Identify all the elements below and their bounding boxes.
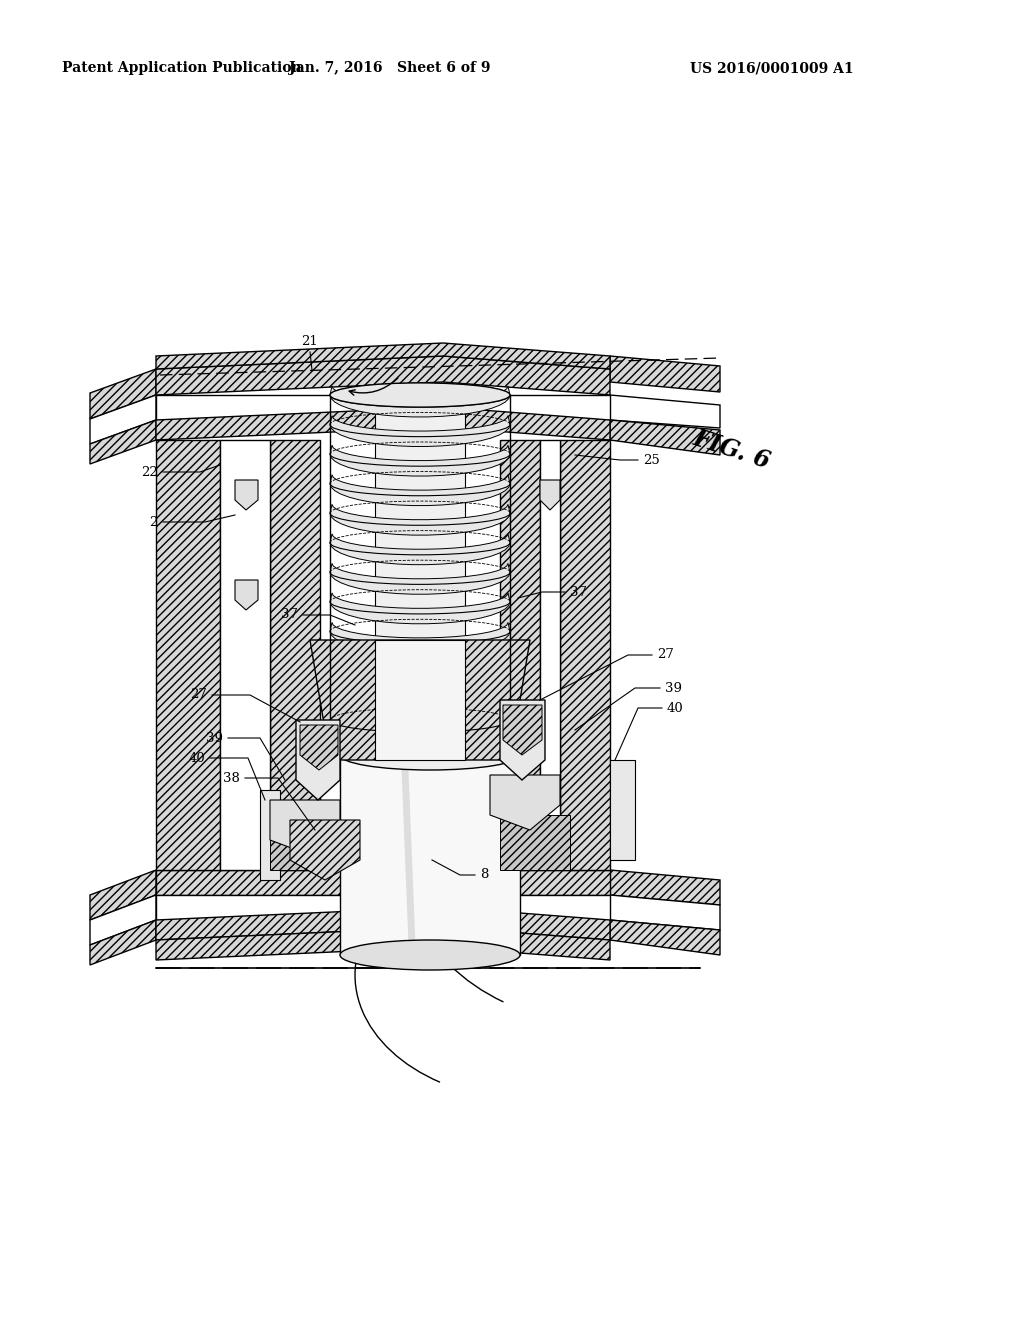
Polygon shape bbox=[156, 907, 610, 940]
Polygon shape bbox=[270, 440, 319, 870]
Polygon shape bbox=[156, 395, 610, 420]
Polygon shape bbox=[330, 652, 510, 682]
Text: Jan. 7, 2016   Sheet 6 of 9: Jan. 7, 2016 Sheet 6 of 9 bbox=[289, 61, 490, 75]
Polygon shape bbox=[560, 440, 610, 870]
Polygon shape bbox=[490, 775, 560, 830]
Ellipse shape bbox=[340, 741, 520, 770]
Polygon shape bbox=[220, 440, 270, 870]
Polygon shape bbox=[503, 705, 542, 755]
Polygon shape bbox=[610, 870, 720, 906]
Text: 27: 27 bbox=[190, 689, 207, 701]
Polygon shape bbox=[156, 356, 610, 395]
Text: Patent Application Publication: Patent Application Publication bbox=[62, 61, 302, 75]
Text: 37: 37 bbox=[281, 609, 298, 622]
Polygon shape bbox=[540, 480, 560, 510]
Text: 2: 2 bbox=[150, 516, 158, 528]
Text: 22: 22 bbox=[141, 466, 158, 479]
Text: 8: 8 bbox=[480, 869, 488, 882]
Polygon shape bbox=[610, 356, 720, 392]
Polygon shape bbox=[340, 755, 520, 954]
Polygon shape bbox=[270, 840, 340, 870]
Polygon shape bbox=[610, 395, 720, 428]
Polygon shape bbox=[90, 870, 156, 920]
Text: 40: 40 bbox=[667, 701, 684, 714]
Polygon shape bbox=[500, 440, 540, 870]
Polygon shape bbox=[540, 440, 560, 870]
Polygon shape bbox=[330, 533, 510, 565]
Polygon shape bbox=[330, 593, 510, 624]
Polygon shape bbox=[290, 820, 360, 880]
Text: FIG. 6: FIG. 6 bbox=[690, 426, 773, 474]
Text: 27: 27 bbox=[657, 648, 674, 661]
Polygon shape bbox=[90, 395, 156, 444]
Polygon shape bbox=[234, 579, 258, 610]
Polygon shape bbox=[330, 623, 510, 653]
Ellipse shape bbox=[330, 383, 510, 407]
Text: 40: 40 bbox=[188, 751, 205, 764]
Polygon shape bbox=[330, 445, 510, 477]
Polygon shape bbox=[330, 564, 510, 594]
Polygon shape bbox=[156, 870, 610, 895]
Polygon shape bbox=[610, 920, 720, 954]
Polygon shape bbox=[330, 387, 510, 417]
Polygon shape bbox=[330, 416, 510, 446]
Polygon shape bbox=[310, 640, 530, 760]
Text: US 2016/0001009 A1: US 2016/0001009 A1 bbox=[690, 61, 854, 75]
Polygon shape bbox=[156, 407, 610, 440]
Text: 25: 25 bbox=[643, 454, 659, 466]
Polygon shape bbox=[156, 927, 610, 960]
Polygon shape bbox=[330, 681, 510, 713]
Polygon shape bbox=[300, 725, 338, 770]
Polygon shape bbox=[90, 895, 156, 945]
Polygon shape bbox=[296, 719, 340, 800]
Polygon shape bbox=[610, 895, 720, 931]
Polygon shape bbox=[260, 789, 280, 880]
Polygon shape bbox=[330, 475, 510, 506]
Polygon shape bbox=[156, 343, 610, 370]
Text: 39: 39 bbox=[206, 731, 223, 744]
Text: 37: 37 bbox=[570, 586, 587, 598]
Polygon shape bbox=[500, 814, 570, 870]
Polygon shape bbox=[156, 440, 220, 870]
Polygon shape bbox=[90, 420, 156, 465]
Polygon shape bbox=[156, 895, 610, 920]
Polygon shape bbox=[610, 420, 720, 455]
Polygon shape bbox=[375, 395, 465, 719]
Text: 39: 39 bbox=[665, 681, 682, 694]
Text: 21: 21 bbox=[302, 335, 318, 348]
Polygon shape bbox=[375, 640, 465, 760]
Ellipse shape bbox=[340, 940, 520, 970]
Polygon shape bbox=[234, 480, 258, 510]
Polygon shape bbox=[270, 800, 340, 855]
Polygon shape bbox=[90, 370, 156, 418]
Polygon shape bbox=[90, 920, 156, 965]
Text: 38: 38 bbox=[223, 771, 240, 784]
Polygon shape bbox=[500, 700, 545, 780]
Polygon shape bbox=[610, 760, 635, 861]
Polygon shape bbox=[330, 504, 510, 535]
